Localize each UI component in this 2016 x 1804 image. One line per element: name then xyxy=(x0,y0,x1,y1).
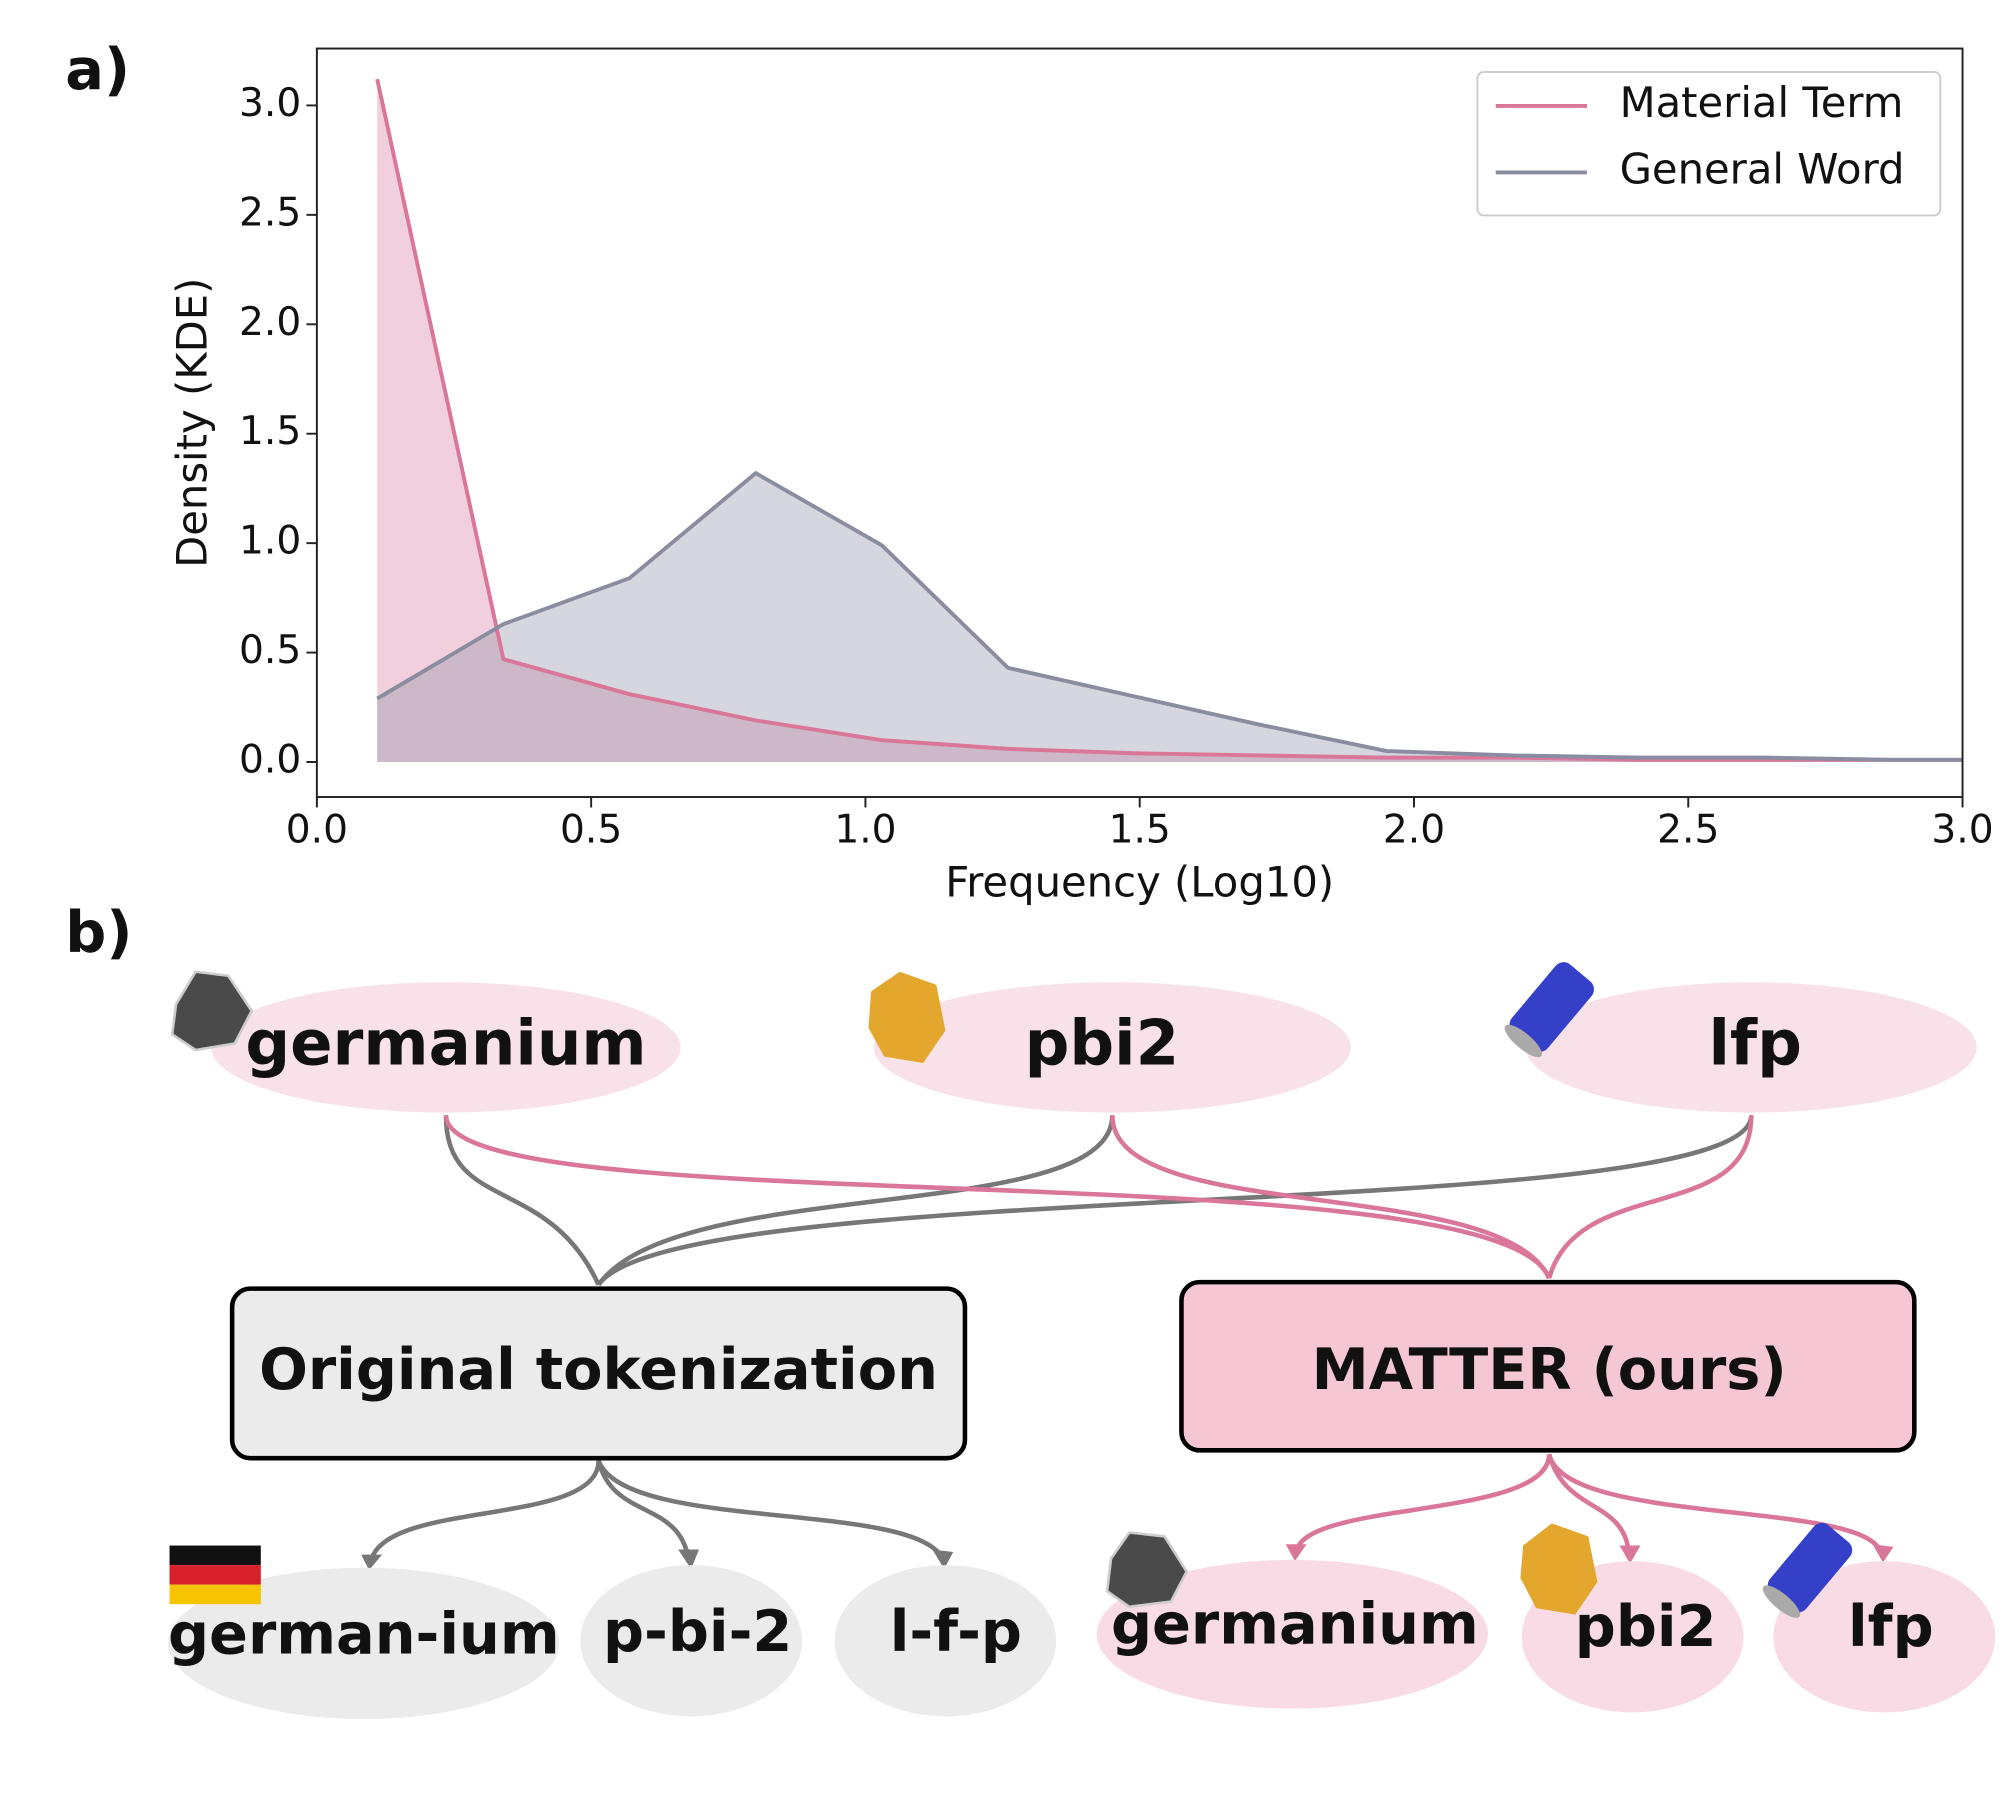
y-tick-label: 2.5 xyxy=(239,190,301,235)
node-label: pbi2 xyxy=(1025,1006,1180,1079)
box xyxy=(229,1286,968,1461)
chart: 0.0 0.5 1.0 1.5 2.0 2.5 3.0 0.0 0.5 1.0 1.5 2.0 2.5 3… xyxy=(168,47,1994,907)
legend-label: General Word xyxy=(1620,144,1905,193)
panel-label: a) xyxy=(65,36,130,103)
token xyxy=(834,1565,1057,1717)
icon-rock xyxy=(170,970,254,1052)
x-tick-label: 3.0 xyxy=(1931,808,1993,853)
token-label: l-f-p xyxy=(890,1598,1022,1665)
node xyxy=(873,982,1351,1113)
icon-flag xyxy=(169,1545,261,1605)
legend-label: Material Term xyxy=(1620,78,1904,127)
area xyxy=(377,473,1963,763)
node xyxy=(211,982,681,1113)
icon-crystal xyxy=(868,971,946,1064)
token-label: german-ium xyxy=(168,1601,560,1668)
line xyxy=(375,78,1963,762)
node-label: lfp xyxy=(1708,1006,1801,1079)
x-tick-label: 2.0 xyxy=(1383,808,1445,853)
y-tick-label: 3.0 xyxy=(239,81,301,126)
y-tick-label: 1.5 xyxy=(239,409,301,454)
x-tick-label: 1.0 xyxy=(834,808,896,853)
connectors xyxy=(369,1114,1883,1560)
legend-box xyxy=(1476,71,1942,217)
token-label: lfp xyxy=(1848,1593,1934,1660)
icon-battery xyxy=(1504,962,1594,1058)
y-tick-label: 0.0 xyxy=(239,738,301,783)
x-axis-label: Frequency (Log10) xyxy=(945,858,1334,907)
arrowheads xyxy=(361,1544,1894,1571)
line xyxy=(376,470,1963,762)
token xyxy=(1096,1559,1488,1709)
token-label: p-bi-2 xyxy=(603,1598,792,1665)
x-tick-label: 2.5 xyxy=(1657,808,1719,853)
icon-crystal xyxy=(1520,1523,1598,1615)
y-tick-label: 1.0 xyxy=(239,519,301,564)
y-tick-label: 2.0 xyxy=(239,300,301,345)
y-tick-label: 0.5 xyxy=(239,628,301,673)
box-label: MATTER (ours) xyxy=(1312,1336,1787,1403)
box-label: Original tokenization xyxy=(259,1336,938,1403)
panel-label: b) xyxy=(65,899,132,966)
token xyxy=(1773,1561,1996,1713)
node-label: germanium xyxy=(245,1006,646,1079)
node xyxy=(1525,982,1977,1113)
x-tick-label: 1.5 xyxy=(1109,808,1171,853)
icon-rock xyxy=(1105,1531,1189,1609)
y-axis-label: Density (KDE) xyxy=(168,278,217,568)
icon-battery xyxy=(1762,1522,1853,1618)
x-tick-label: 0.5 xyxy=(560,808,622,853)
token-label: pbi2 xyxy=(1575,1593,1717,1660)
token xyxy=(580,1565,802,1717)
x-tick-label: 0.0 xyxy=(286,808,348,853)
token-label: germanium xyxy=(1111,1590,1479,1657)
token xyxy=(168,1567,560,1719)
area xyxy=(377,79,1963,763)
box xyxy=(1179,1279,1917,1453)
